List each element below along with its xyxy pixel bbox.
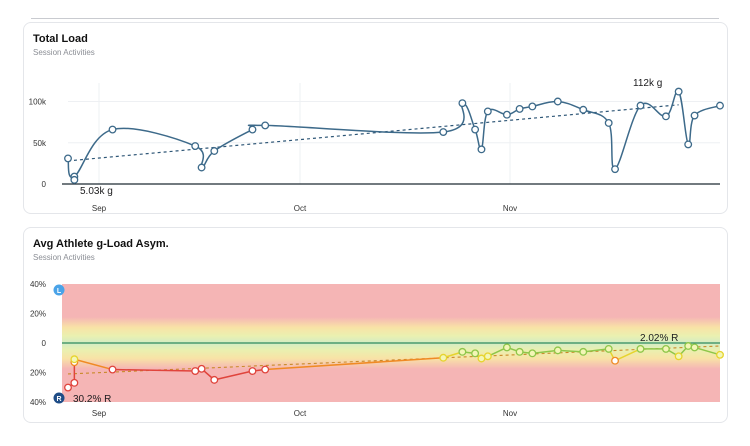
x-tick-label: Oct — [294, 409, 307, 418]
data-point — [502, 110, 511, 119]
data-point — [636, 101, 645, 110]
card-subtitle: Session Activities — [33, 253, 95, 262]
data-point — [261, 121, 270, 130]
data-point — [483, 107, 492, 116]
data-point — [477, 354, 486, 363]
data-point — [64, 383, 72, 392]
data-point — [674, 87, 683, 96]
y-tick-label: 100k — [29, 98, 47, 107]
y-tick-label: 40% — [30, 398, 46, 407]
data-point — [108, 125, 117, 134]
trend-line — [67, 345, 721, 375]
x-tick-label: Sep — [92, 204, 107, 213]
data-point — [611, 165, 619, 174]
series-segment — [557, 349, 584, 353]
right-badge-label: R — [56, 396, 61, 403]
left-side-badge — [53, 284, 65, 296]
data-point — [604, 344, 613, 353]
asymmetry-card: Avg Athlete g-Load Asym. Session Activit… — [23, 227, 728, 423]
y-tick-label: 40% — [30, 280, 46, 289]
data-point — [439, 128, 448, 136]
series-line — [67, 90, 721, 179]
data-point — [636, 344, 645, 353]
total-load-chart[interactable]: 0 50k 100k Sep Oct Nov 5.03k g 112k g — [24, 23, 729, 215]
data-point — [502, 343, 511, 352]
right-side-badge — [53, 392, 65, 404]
asymmetry-chart[interactable]: 40% 20% 0 20% 40% L R Sep Oct Nov 30.2% R 2.02% R — [24, 228, 729, 424]
data-point — [108, 365, 117, 374]
data-point — [70, 175, 79, 184]
data-point — [458, 347, 467, 356]
series-segment — [531, 349, 559, 355]
min-annotation: 5.03k g — [80, 186, 113, 197]
data-point — [690, 111, 699, 120]
y-tick-label: 0 — [42, 180, 47, 189]
card-title: Total Load — [33, 33, 88, 45]
latest-annotation: 2.02% R — [640, 333, 678, 344]
data-point — [261, 365, 270, 374]
data-point — [690, 343, 699, 352]
data-point — [515, 347, 524, 356]
series-segment — [264, 357, 445, 371]
data-point — [191, 367, 200, 375]
y-tick-label: 20% — [30, 369, 46, 378]
data-point — [477, 145, 486, 154]
data-point — [439, 353, 448, 362]
data-point — [661, 344, 670, 353]
total-load-card: Total Load Session Activities 0 50k 100k Se… — [23, 22, 728, 214]
x-tick-label: Nov — [503, 409, 517, 418]
min-annotation: 30.2% R — [73, 394, 111, 405]
y-tick-label: 0 — [42, 339, 47, 348]
data-point — [197, 163, 206, 172]
series-segment — [73, 358, 114, 371]
data-point — [70, 378, 79, 387]
data-point — [661, 112, 670, 121]
data-point — [684, 140, 693, 149]
data-point — [471, 349, 480, 358]
y-tick-label: 50k — [33, 139, 47, 148]
data-point — [716, 101, 724, 110]
data-point — [197, 364, 206, 373]
x-tick-label: Sep — [92, 409, 107, 418]
data-point — [458, 99, 467, 108]
y-tick-label: 20% — [30, 310, 46, 319]
series-segment — [693, 346, 721, 356]
left-badge-label: L — [57, 288, 62, 295]
data-point — [528, 349, 537, 358]
series-segment — [614, 348, 642, 362]
data-point — [471, 125, 480, 134]
x-tick-label: Nov — [503, 204, 517, 213]
data-point — [528, 102, 537, 111]
data-point — [248, 367, 257, 375]
data-point — [553, 97, 562, 106]
data-point — [64, 154, 72, 163]
data-point — [515, 104, 524, 113]
top-divider — [31, 18, 719, 19]
data-point — [604, 118, 613, 127]
data-point — [210, 147, 219, 155]
data-point — [191, 142, 200, 150]
max-annotation: 112k g — [633, 78, 662, 89]
data-point — [248, 125, 257, 134]
data-point — [579, 347, 588, 356]
trend-line — [67, 104, 679, 162]
series-segment — [582, 348, 610, 353]
data-point — [483, 352, 492, 361]
data-point — [70, 355, 79, 364]
card-title: Avg Athlete g-Load Asym. — [33, 238, 169, 250]
x-tick-label: Oct — [294, 204, 307, 213]
data-point — [579, 105, 588, 114]
card-subtitle: Session Activities — [33, 48, 95, 57]
data-point — [684, 342, 693, 350]
series-segment — [111, 368, 196, 372]
data-point — [611, 356, 619, 365]
series-segment — [213, 370, 254, 381]
data-point — [674, 352, 683, 361]
data-point — [210, 375, 219, 384]
data-point — [716, 350, 724, 359]
data-point — [553, 346, 562, 355]
